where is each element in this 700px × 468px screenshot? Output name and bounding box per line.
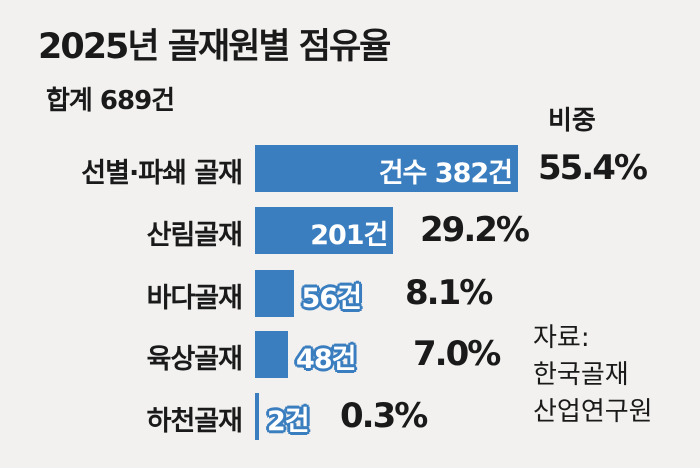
- count-label: 건수 382건: [378, 158, 513, 189]
- share-label: 8.1%: [405, 273, 493, 313]
- bar: [255, 145, 518, 192]
- share-label: 29.2%: [420, 210, 530, 250]
- source-line: 한국골재: [533, 360, 629, 390]
- category-label: 산림골재: [146, 220, 243, 251]
- share-label: 0.3%: [340, 396, 428, 436]
- count-label: 2건: [267, 406, 310, 437]
- count-label: 56건: [301, 283, 362, 314]
- source-note: 자료: 한국골재 산업연구원: [533, 320, 653, 431]
- bar: [255, 331, 289, 378]
- count-label: 201건: [310, 220, 388, 251]
- chart-subtitle: 합계 689건: [46, 86, 175, 116]
- count-label: 48건: [296, 344, 356, 375]
- share-header: 비중: [548, 106, 596, 136]
- category-label: 육상골재: [146, 344, 243, 375]
- bar: [255, 270, 294, 317]
- share-label: 7.0%: [413, 334, 501, 374]
- category-label: 하천골재: [146, 406, 243, 437]
- source-line: 자료:: [533, 323, 590, 353]
- bar: [255, 393, 259, 440]
- source-line: 산업연구원: [533, 397, 653, 427]
- chart-title: 2025년 골재원별 점유율: [38, 27, 391, 67]
- category-label: 선별·파쇄 골재: [81, 158, 243, 189]
- category-label: 바다골재: [146, 283, 243, 314]
- bar: [255, 207, 394, 254]
- share-label: 55.4%: [538, 148, 648, 188]
